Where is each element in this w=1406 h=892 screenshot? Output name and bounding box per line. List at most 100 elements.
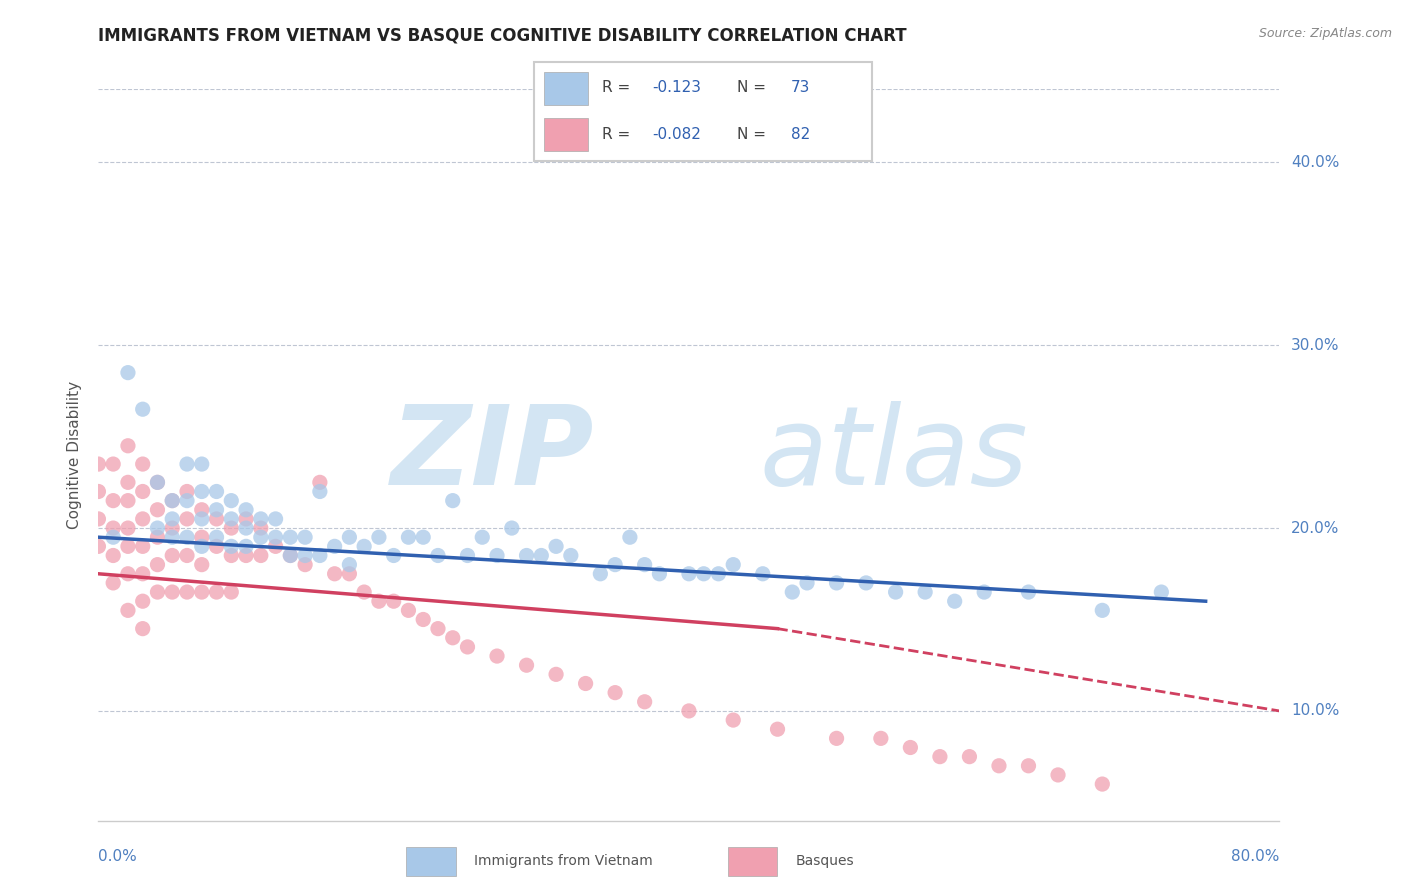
Point [87, 512, 110, 526]
Point [132, 566, 155, 581]
Text: N =: N = [737, 127, 766, 142]
Point [176, 512, 198, 526]
Point [132, 539, 155, 553]
Point [589, 566, 612, 581]
Point [278, 549, 302, 563]
Point [176, 585, 198, 599]
Point [87, 539, 110, 553]
Bar [544, 119, 588, 151]
Point [103, 457, 125, 471]
Point [486, 649, 509, 664]
Point [235, 503, 257, 517]
Point [250, 521, 273, 535]
Text: 30.0%: 30.0% [1291, 338, 1340, 352]
Point [914, 585, 936, 599]
Point [544, 667, 567, 681]
Point [427, 549, 450, 563]
Text: 40.0%: 40.0% [1291, 155, 1340, 169]
Point [87, 457, 110, 471]
Text: 0.0%: 0.0% [98, 849, 138, 863]
Point [368, 530, 391, 544]
Point [721, 713, 744, 727]
Text: -0.123: -0.123 [652, 80, 702, 95]
Point [678, 566, 700, 581]
Point [205, 503, 228, 517]
Point [278, 549, 302, 563]
Point [648, 566, 671, 581]
Point [103, 576, 125, 591]
Point [176, 530, 198, 544]
Point [544, 539, 567, 553]
Point [278, 530, 302, 544]
Point [103, 521, 125, 535]
Point [441, 631, 464, 645]
Point [1091, 603, 1114, 617]
Point [309, 484, 332, 499]
Point [146, 475, 169, 490]
Point [486, 549, 509, 563]
Point [427, 622, 450, 636]
Point [337, 566, 360, 581]
Bar [544, 72, 588, 104]
Point [117, 566, 139, 581]
Point [235, 512, 257, 526]
Text: 20.0%: 20.0% [1291, 521, 1340, 535]
Point [117, 366, 139, 380]
Point [796, 576, 818, 591]
Y-axis label: Cognitive Disability: Cognitive Disability [66, 381, 82, 529]
Point [132, 402, 155, 417]
Point [294, 558, 316, 572]
Point [191, 539, 214, 553]
Point [337, 558, 360, 572]
Point [162, 493, 183, 508]
Point [693, 566, 716, 581]
Text: Immigrants from Vietnam: Immigrants from Vietnam [474, 854, 652, 868]
Point [294, 549, 316, 563]
Point [191, 558, 214, 572]
Point [1046, 768, 1069, 782]
Point [987, 758, 1010, 772]
Point [309, 549, 332, 563]
Point [707, 566, 730, 581]
Point [441, 493, 464, 508]
Point [605, 685, 627, 699]
Point [162, 521, 183, 535]
Point [176, 457, 198, 471]
Point [117, 521, 139, 535]
Point [103, 530, 125, 544]
Point [117, 493, 139, 508]
Point [766, 723, 789, 737]
Point [146, 530, 169, 544]
Point [191, 457, 214, 471]
Point [471, 530, 494, 544]
Point [959, 749, 981, 764]
Point [412, 530, 434, 544]
Point [382, 549, 405, 563]
Point [264, 512, 287, 526]
Point [1091, 777, 1114, 791]
Point [162, 549, 183, 563]
Point [146, 475, 169, 490]
Bar [728, 847, 778, 876]
Point [250, 512, 273, 526]
Point [132, 457, 155, 471]
Point [1017, 585, 1039, 599]
Text: -0.082: -0.082 [652, 127, 702, 142]
Point [162, 585, 183, 599]
Point [869, 731, 891, 746]
Point [162, 493, 183, 508]
Point [219, 585, 242, 599]
Point [1017, 758, 1039, 772]
Point [412, 613, 434, 627]
Point [456, 549, 478, 563]
Point [117, 475, 139, 490]
Text: 80.0%: 80.0% [1232, 849, 1279, 863]
Point [515, 658, 537, 673]
Point [943, 594, 966, 608]
Point [530, 549, 553, 563]
Point [132, 622, 155, 636]
Point [264, 530, 287, 544]
Point [782, 585, 804, 599]
Point [353, 539, 375, 553]
Text: R =: R = [602, 127, 630, 142]
